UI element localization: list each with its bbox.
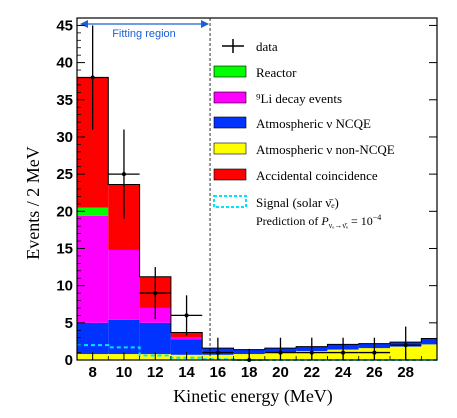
x-tick-label-4: 16 [210,364,227,381]
bar-li-decay-events-0 [77,215,109,323]
bar-atmospheric-ncqe-0 [77,322,109,355]
bar-li-decay-events-3 [170,337,203,340]
legend-label-reactor: Reactor [256,65,297,80]
y-tick-label-2: 10 [56,278,73,295]
legend-swatch-non-ncqe [213,142,247,155]
y-tick-label-0: 0 [65,352,73,369]
bar-li-decay-events-1 [108,249,140,320]
data-marker-0 [90,75,95,80]
y-tick-label-8: 40 [56,55,73,72]
x-tick-label-2: 12 [147,364,164,381]
legend-entry-accidental: Accidental coincidence [213,168,378,183]
data-marker-2 [153,291,158,296]
data-marker-1 [121,172,126,177]
legend-swatch-ncqe [213,116,247,129]
data-point-1 [108,129,140,219]
legend-entry-li9: ⁹Li decay events [213,91,342,106]
x-tick-label-1: 10 [116,364,133,381]
legend-label-ncqe: Atmospheric ν NCQE [256,116,371,131]
stack-total-outline [77,76,437,351]
legend: data Reactor ⁹Li decay events Atmospheri… [213,39,395,230]
legend-entry-signal: Signal (solar ν̄ₑ) [213,195,339,210]
x-tick-label-5: 18 [241,364,258,381]
legend-swatch-li9 [213,91,247,104]
prediction-annotation: Prediction of Pνₑ→ν̄ₑ = 10−4 [256,213,381,230]
bar-atmospheric-ncqe-2 [139,322,171,355]
x-tick-label-6: 20 [272,364,289,381]
y-tick-label-6: 30 [56,129,73,146]
x-tick-label-7: 22 [303,364,320,381]
data-marker-10 [403,343,408,348]
bar-atmospheric-ncqe-11 [421,338,437,345]
legend-swatch-reactor [213,65,247,78]
x-tick-label-8: 24 [335,364,352,381]
bar-atmospheric-ncqe-1 [108,319,140,355]
bar-atmospheric-non-ncqe-11 [421,344,437,360]
legend-entry-reactor: Reactor [213,65,297,80]
fitting-region-arrowhead-right [201,20,210,28]
x-tick-label-9: 26 [366,364,383,381]
legend-label-non-ncqe: Atmospheric ν non-NCQE [256,142,395,157]
legend-swatch-accidental [213,168,247,181]
legend-label-data: data [256,39,278,54]
legend-swatch-signal [213,195,247,208]
y-tick-label-4: 20 [56,203,73,220]
fitting-region-marker: Fitting region [80,18,211,360]
bar-reactor-0 [77,207,109,216]
y-tick-label-5: 25 [56,166,73,183]
data-point-0 [77,25,109,130]
y-tick-label-1: 5 [65,315,73,332]
bar-atmospheric-ncqe-3 [170,339,203,355]
legend-label-signal: Signal (solar ν̄ₑ) [256,195,339,210]
axis-ticks: 0 5 10 15 20 25 30 35 40 45 8 10 12 14 16 18 20 22 24 26 28 [56,17,437,381]
legend-entry-non-ncqe: Atmospheric ν non-NCQE [213,142,395,157]
fitting-region-arrowhead-left [80,20,88,28]
x-tick-label-3: 14 [178,364,195,381]
data-point-2 [139,267,171,320]
data-point-3 [170,295,203,336]
legend-label-li9: ⁹Li decay events [256,91,342,106]
x-tick-label-0: 8 [88,364,96,381]
fitting-region-label: Fitting region [112,28,176,40]
y-tick-label-7: 35 [56,92,73,109]
x-tick-label-10: 28 [397,364,414,381]
legend-entry-data: data [222,39,278,54]
data-marker-3 [184,313,189,318]
legend-label-accidental: Accidental coincidence [256,168,378,183]
y-tick-label-9: 45 [56,17,73,34]
y-tick-label-3: 15 [56,240,73,257]
y-axis-title: Events / 2 MeV [23,146,43,259]
x-axis-title: Kinetic energy (MeV) [173,386,333,407]
legend-entry-ncqe: Atmospheric ν NCQE [213,116,371,131]
